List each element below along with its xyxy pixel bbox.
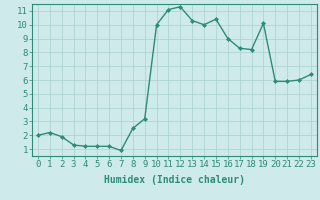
X-axis label: Humidex (Indice chaleur): Humidex (Indice chaleur) xyxy=(104,175,245,185)
